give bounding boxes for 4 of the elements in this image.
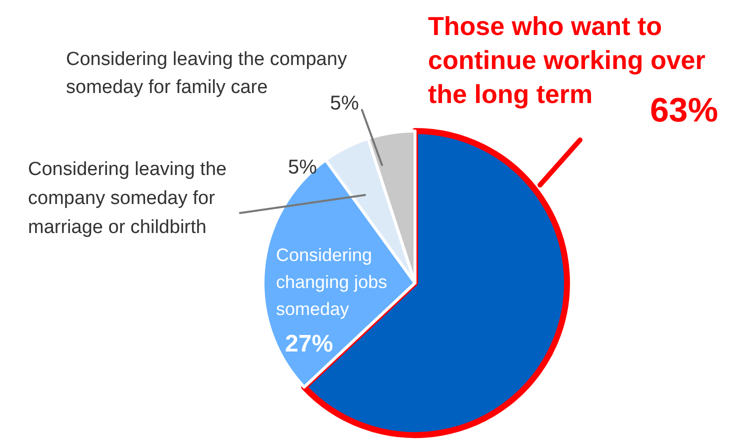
data-label: 27% [285, 330, 334, 358]
slice-label: Considering leaving the company someday for marriage or childbirth [28, 159, 227, 238]
slice-label: Considering changing jobs someday [276, 244, 388, 319]
data-label: 5% [288, 156, 318, 179]
